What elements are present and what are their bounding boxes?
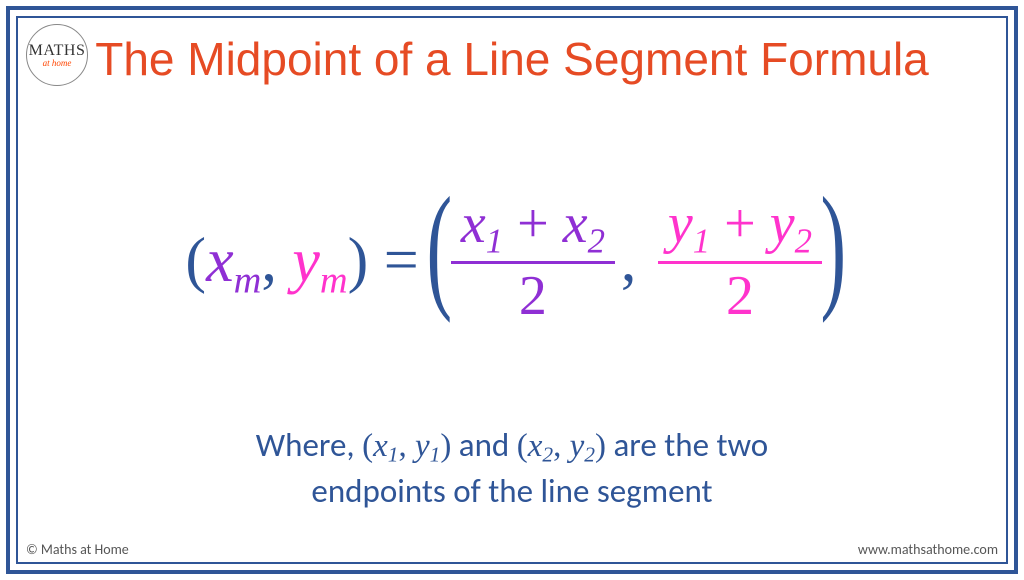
ex-x2-var: x: [528, 428, 543, 464]
footer-url: www.mathsathome.com: [858, 541, 998, 558]
midpoint-formula: (xm, ym) = ( x1 + x2 2 , y1 + y2 2 ): [18, 198, 1006, 335]
explain-prefix: Where,: [256, 425, 362, 465]
y1-sub: 1: [693, 221, 710, 260]
ex-x1-var: x: [373, 428, 388, 464]
y-den: 2: [658, 261, 822, 328]
x-plus: +: [503, 193, 563, 255]
page-title: The Midpoint of a Line Segment Formula: [18, 32, 1006, 86]
explain-and: and: [451, 425, 516, 465]
ex-x1-sub: 1: [388, 443, 399, 467]
x-fraction: x1 + x2 2: [451, 192, 615, 329]
ym-sub: m: [320, 259, 348, 301]
inner-border: MATHS at home The Midpoint of a Line Seg…: [16, 16, 1008, 564]
explanation-text: Where, (x1, y1) and (x2, y2) are the two…: [18, 423, 1006, 514]
explain-line2: endpoints of the line segment: [311, 471, 712, 511]
y1-var: y: [668, 193, 693, 255]
xm-var: x: [206, 227, 234, 295]
ym-var: y: [292, 227, 320, 295]
ex-y2-sub: 2: [584, 443, 595, 467]
footer-copyright: © Maths at Home: [26, 541, 129, 558]
outer-border: MATHS at home The Midpoint of a Line Seg…: [6, 6, 1018, 574]
x2-sub: 2: [588, 221, 605, 260]
ex-y1-sub: 1: [430, 443, 441, 467]
x1-var: x: [461, 193, 486, 255]
y-fraction: y1 + y2 2: [658, 192, 822, 329]
x1-sub: 1: [486, 221, 503, 260]
x-den: 2: [451, 261, 615, 328]
y2-sub: 2: [795, 221, 812, 260]
y2-var: y: [770, 193, 795, 255]
ex-y1-var: y: [415, 428, 430, 464]
x2-var: x: [563, 193, 588, 255]
lhs-comma: ,: [261, 227, 292, 295]
rhs-comma: ,: [621, 227, 652, 295]
equals-sign: =: [368, 227, 434, 295]
explain-suffix1: are the two: [606, 425, 768, 465]
ex-y2-var: y: [570, 428, 585, 464]
ex-x2-sub: 2: [542, 443, 553, 467]
xm-sub: m: [234, 259, 262, 301]
y-plus: +: [710, 193, 770, 255]
